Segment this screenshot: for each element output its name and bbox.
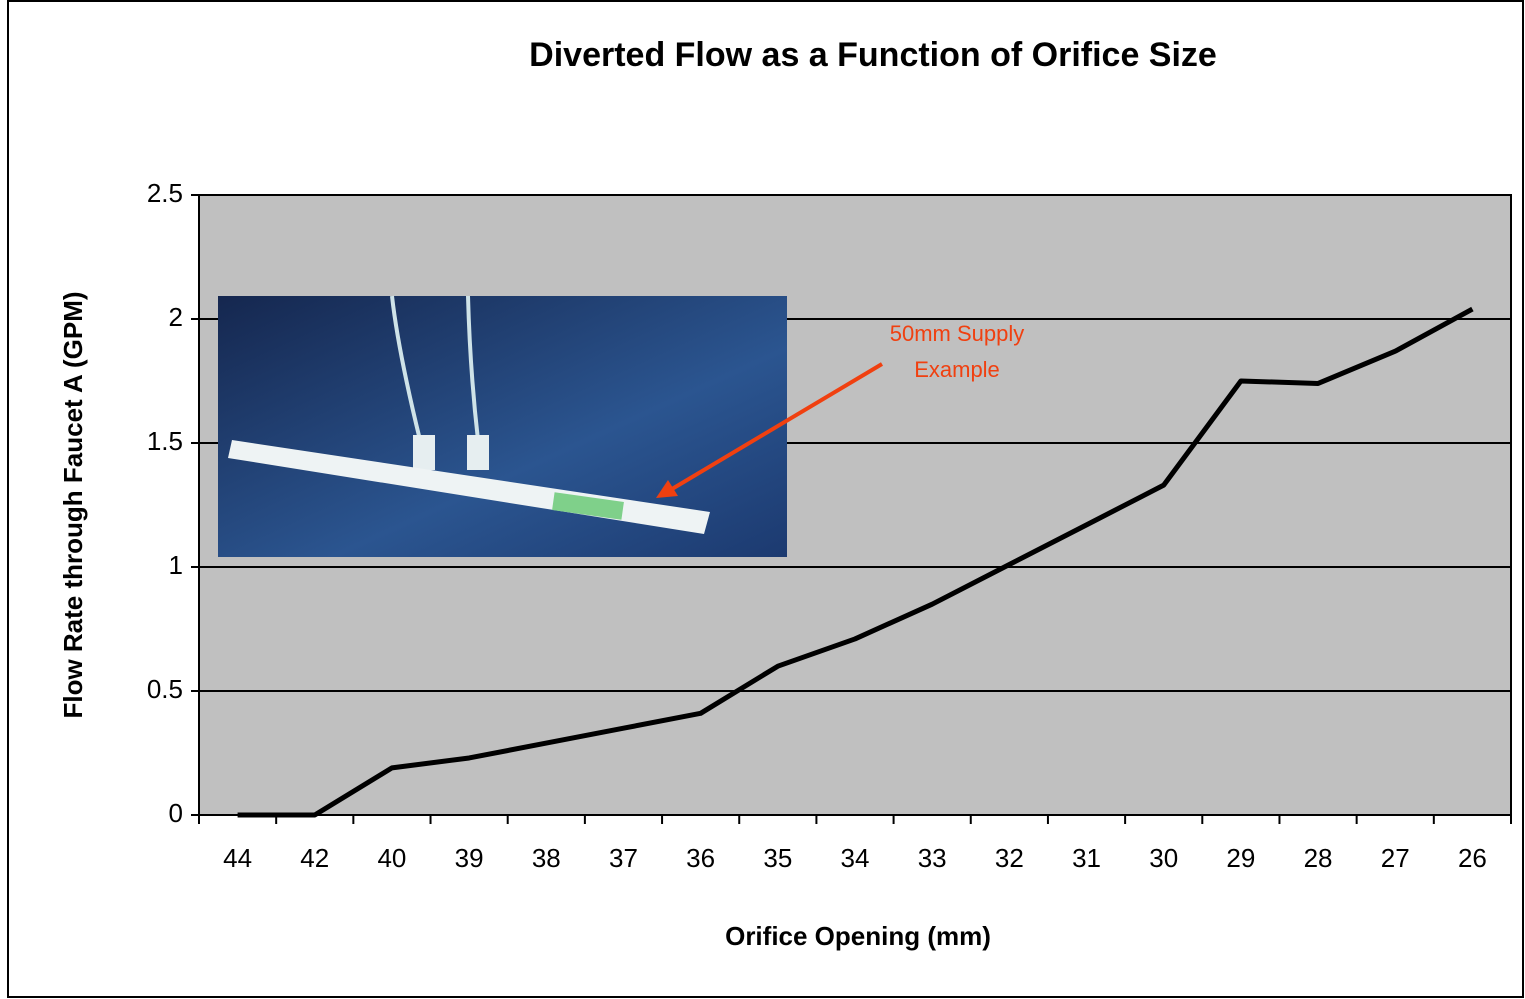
y-tick-label: 0 (169, 798, 183, 828)
x-tick-label: 34 (841, 843, 870, 873)
data-line (237, 306, 1474, 818)
x-tick-label: 36 (686, 843, 715, 873)
annotation-arrow (670, 362, 884, 491)
y-axis-label: Flow Rate through Faucet A (GPM) (58, 291, 88, 718)
y-tick-label: 2 (169, 302, 183, 332)
x-tick-label: 32 (995, 843, 1024, 873)
x-tick-label: 31 (1072, 843, 1101, 873)
x-tick-label: 39 (455, 843, 484, 873)
y-tick-label: 2.5 (147, 178, 183, 208)
y-tick-label: 1.5 (147, 426, 183, 456)
chart-title: Diverted Flow as a Function of Orifice S… (529, 36, 1217, 74)
x-tick-label: 33 (918, 843, 947, 873)
x-tick-label: 37 (609, 843, 638, 873)
annotation: 50mm Supply (890, 321, 1025, 346)
y-tick-label: 1 (169, 550, 183, 580)
photo-inset (218, 295, 787, 557)
y-tick-label: 0.5 (147, 674, 183, 704)
x-tick-label: 29 (1226, 843, 1255, 873)
x-tick-label: 40 (377, 843, 406, 873)
x-tick-label: 26 (1458, 843, 1487, 873)
x-tick-label: 42 (300, 843, 329, 873)
x-tick-label: 35 (763, 843, 792, 873)
x-tick-label: 28 (1304, 843, 1333, 873)
x-axis-label: Orifice Opening (mm) (725, 921, 991, 951)
arrow-head (656, 480, 678, 498)
x-tick-label: 27 (1381, 843, 1410, 873)
x-tick-label: 38 (532, 843, 561, 873)
x-tick-label: 44 (223, 843, 252, 873)
annotation: Example (914, 357, 1000, 382)
x-tick-label: 30 (1149, 843, 1178, 873)
